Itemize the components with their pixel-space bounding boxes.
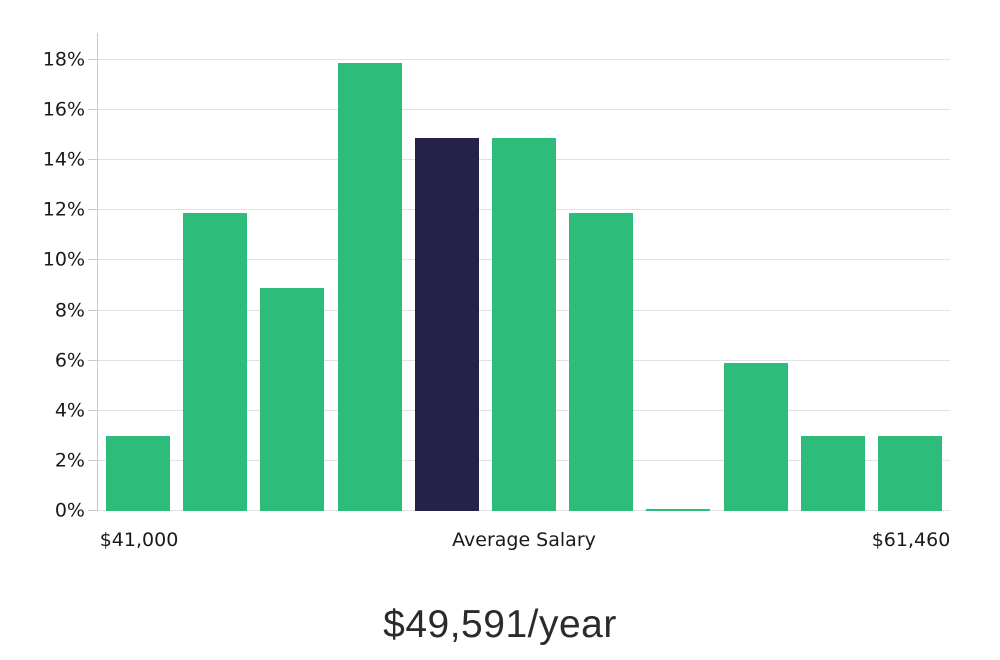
histogram-bar: [260, 288, 325, 511]
histogram-bar: [569, 212, 634, 511]
histogram-bar-average: [414, 137, 479, 511]
y-axis-tick: [88, 159, 97, 161]
y-axis-tick: [88, 259, 97, 261]
x-axis-label-max: $61,460: [871, 529, 951, 551]
y-axis-tick-label: 10%: [42, 248, 85, 271]
y-axis-tick-label: 0%: [54, 499, 85, 522]
histogram-bar: [800, 435, 865, 511]
y-axis-tick-label: 16%: [42, 98, 85, 121]
y-axis-tick: [88, 359, 97, 361]
plot-area: 0% 2% 4% 6% 8% 10% 12% 14% 16% 18%: [43, 33, 950, 520]
y-axis-tick-label: 14%: [42, 148, 85, 171]
histogram-bar: [492, 137, 556, 511]
y-axis-tick: [88, 409, 97, 411]
y-axis-tick: [88, 59, 97, 60]
histogram-bar: [646, 508, 711, 511]
y-axis-tick: [88, 510, 97, 511]
y-axis-tick: [88, 109, 97, 111]
histogram-bar: [337, 62, 402, 511]
x-axis-label-min: $41,000: [99, 529, 179, 551]
histogram-bar: [183, 212, 248, 511]
gridline: [97, 109, 950, 111]
gridline: [97, 59, 950, 60]
y-axis-line: [97, 33, 98, 511]
y-axis-tick-label: 8%: [54, 299, 85, 322]
average-salary-value: $49,591/year: [383, 603, 617, 646]
histogram-bar: [106, 435, 170, 511]
y-axis-tick: [88, 459, 97, 461]
y-axis-tick-label: 12%: [42, 198, 85, 221]
y-axis-tick-label: 18%: [42, 48, 85, 71]
x-axis-label-average: Average Salary: [452, 529, 596, 551]
y-axis-tick: [88, 309, 97, 311]
y-axis-tick-label: 6%: [54, 349, 85, 372]
y-axis-tick: [88, 209, 97, 211]
y-axis-tick-label: 2%: [54, 449, 85, 472]
histogram-bar: [878, 435, 942, 511]
histogram-bar: [723, 363, 788, 511]
y-axis-tick-label: 4%: [54, 399, 85, 422]
